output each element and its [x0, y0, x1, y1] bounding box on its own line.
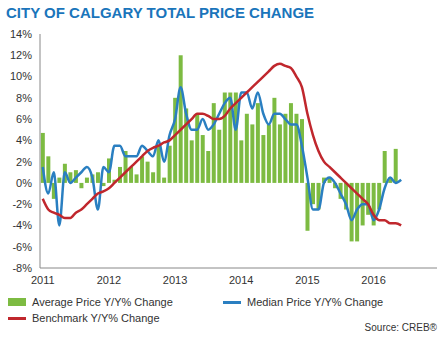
svg-text:6%: 6% [16, 113, 32, 125]
svg-text:2016: 2016 [361, 274, 385, 286]
html-text:Average Price Y/Y% Change: Average Price Y/Y% Change [32, 296, 173, 308]
svg-text:2%: 2% [16, 156, 32, 168]
html-text:Benchmark Y/Y% Change: Benchmark Y/Y% Change [32, 312, 160, 324]
svg-text:4%: 4% [16, 134, 32, 146]
svg-text:8%: 8% [16, 92, 32, 104]
svg-text:2012: 2012 [97, 274, 121, 286]
html-text:CITY OF CALGARY TOTAL PRICE CH: CITY OF CALGARY TOTAL PRICE CHANGE [6, 4, 315, 21]
svg-text:-6%: -6% [12, 241, 32, 253]
svg-text:0%: 0% [16, 177, 32, 189]
html-text:Source: CREB®: Source: CREB® [364, 322, 437, 333]
svg-text:2011: 2011 [31, 274, 55, 286]
svg-text:2015: 2015 [295, 274, 319, 286]
svg-text:14%: 14% [10, 28, 32, 40]
svg-text:10%: 10% [10, 70, 32, 82]
svg-text:-8%: -8% [12, 262, 32, 274]
svg-text:12%: 12% [10, 49, 32, 61]
svg-text:2013: 2013 [163, 274, 187, 286]
svg-text:-2%: -2% [12, 198, 32, 210]
svg-text:2014: 2014 [229, 274, 253, 286]
svg-text:-4%: -4% [12, 219, 32, 231]
html-text:Median Price Y/Y% Change: Median Price Y/Y% Change [247, 296, 384, 308]
